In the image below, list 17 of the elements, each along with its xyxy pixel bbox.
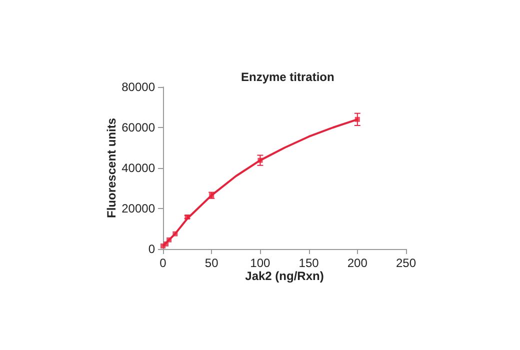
y-tick-label: 20000 — [122, 202, 156, 216]
y-tick-label: 0 — [148, 242, 156, 256]
y-tick-label: 80000 — [122, 80, 156, 94]
x-tick-label: 0 — [160, 256, 167, 270]
x-tick-label: 100 — [250, 256, 271, 270]
chart-title: Enzyme titration — [241, 70, 334, 84]
y-tick-label: 40000 — [122, 161, 156, 175]
point — [164, 241, 169, 246]
point — [172, 231, 178, 236]
y-axis-title: Fluorescent units — [104, 118, 119, 218]
x-tick-label: 150 — [298, 256, 320, 270]
x-axis-title: Jak2 (ng/Rxn) — [245, 268, 324, 283]
x-tick-label: 50 — [204, 256, 219, 270]
x-tick-label: 250 — [396, 256, 416, 270]
point — [166, 237, 172, 242]
x-tick-label: 200 — [347, 256, 368, 270]
y-tick-label: 60000 — [122, 120, 156, 134]
